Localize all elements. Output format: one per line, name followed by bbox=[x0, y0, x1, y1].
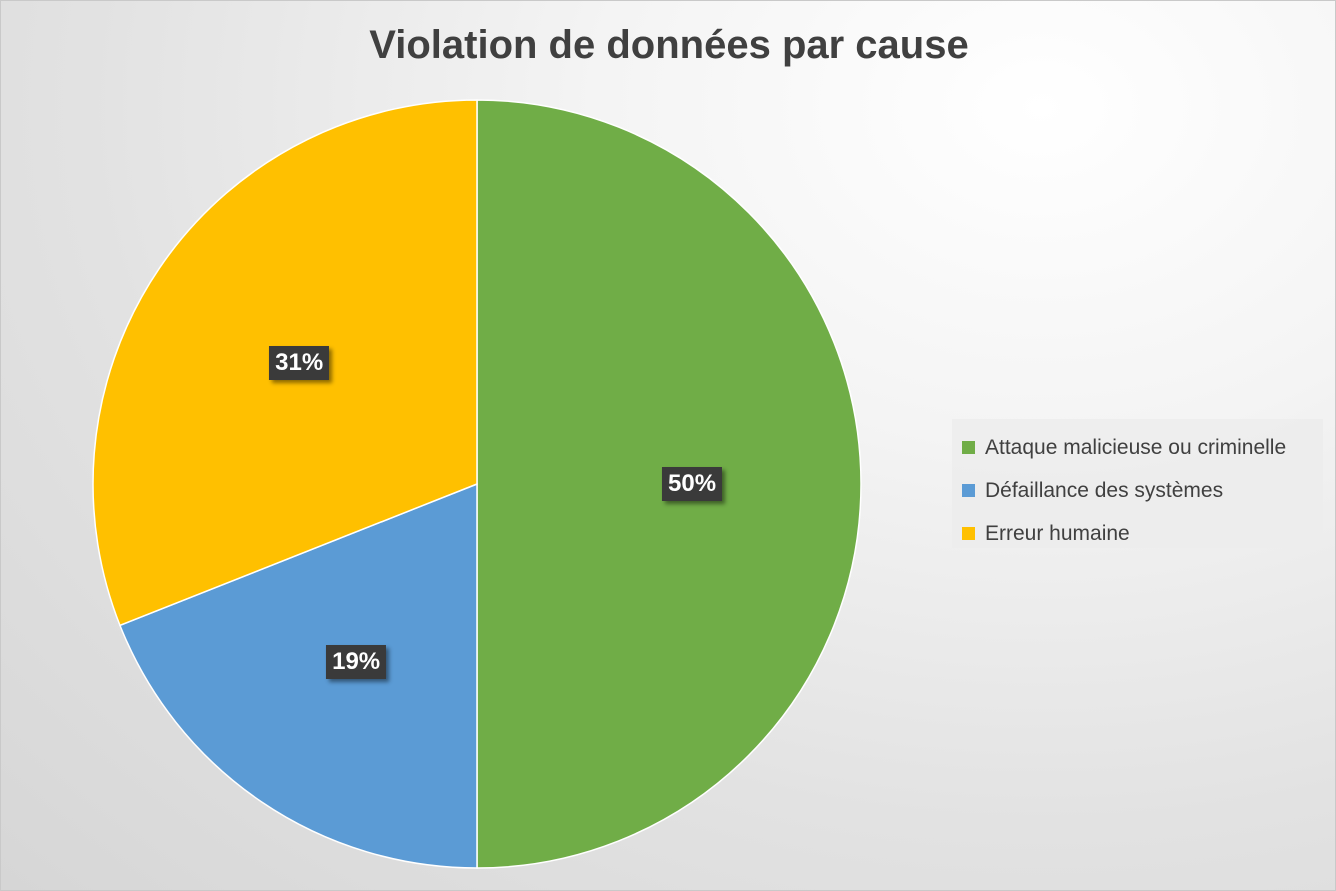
data-label-defaillance: 19% bbox=[326, 644, 387, 679]
legend-swatch-erreur bbox=[962, 527, 975, 540]
legend-label-attaque: Attaque malicieuse ou criminelle bbox=[985, 435, 1287, 459]
data-label-erreur: 31% bbox=[269, 346, 330, 381]
legend-item-defaillance: Défaillance des systèmes bbox=[962, 469, 1323, 512]
legend: Attaque malicieuse ou criminelle Défaill… bbox=[952, 419, 1323, 548]
data-label-attaque: 50% bbox=[662, 467, 723, 501]
legend-item-erreur: Erreur humaine bbox=[962, 512, 1323, 555]
legend-item-attaque: Attaque malicieuse ou criminelle bbox=[962, 426, 1323, 469]
legend-swatch-defaillance bbox=[962, 484, 975, 497]
legend-swatch-attaque bbox=[962, 441, 975, 454]
chart-title: Violation de données par cause bbox=[369, 23, 969, 67]
legend-label-defaillance: Défaillance des systèmes bbox=[985, 478, 1224, 502]
legend-label-erreur: Erreur humaine bbox=[985, 521, 1130, 545]
pie-slice-defaillance bbox=[118, 482, 478, 869]
